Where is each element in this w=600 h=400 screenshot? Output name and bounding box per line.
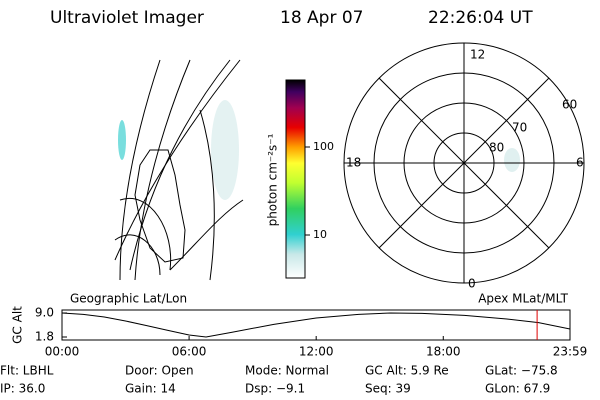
time: 22:26:04 UT bbox=[428, 8, 533, 28]
info-field: GLat: −75.8 bbox=[485, 364, 558, 378]
colorbar-tick-label: 100 bbox=[313, 140, 334, 153]
date: 18 Apr 07 bbox=[280, 8, 363, 28]
info-field: GLon: 67.9 bbox=[485, 382, 550, 396]
map-image bbox=[114, 59, 244, 281]
mlat-label: 80 bbox=[489, 141, 504, 155]
info-field: GC Alt: 5.9 Re bbox=[365, 364, 449, 378]
mlat-label: 60 bbox=[562, 98, 577, 112]
colorbar bbox=[285, 79, 306, 279]
polar-label: Apex MLat/MLT bbox=[478, 292, 568, 306]
info-field: Seq: 39 bbox=[365, 382, 411, 396]
mlt-label: 6 bbox=[576, 156, 584, 170]
x-tick-label: 00:00 bbox=[45, 345, 80, 359]
x-tick-label: 23:59 bbox=[553, 345, 588, 359]
mlt-label: 12 bbox=[470, 48, 485, 62]
y-axis-label: GC Alt bbox=[11, 306, 25, 344]
polar-grid bbox=[343, 42, 585, 284]
colorbar-label: photon cm⁻²s⁻¹ bbox=[266, 133, 280, 226]
mlt-label: 0 bbox=[468, 277, 476, 291]
info-field: Gain: 14 bbox=[125, 382, 176, 396]
colorbar-tick-label: 10 bbox=[313, 228, 327, 241]
info-field: IP: 36.0 bbox=[0, 382, 45, 396]
x-tick-label: 18:00 bbox=[426, 345, 461, 359]
plot-frame bbox=[61, 309, 571, 341]
y-tick-label: 9.0 bbox=[35, 306, 54, 320]
info-field: Door: Open bbox=[125, 364, 194, 378]
info-field: Dsp: −9.1 bbox=[245, 382, 305, 396]
mlt-label: 18 bbox=[346, 156, 361, 170]
map-label: Geographic Lat/Lon bbox=[70, 292, 187, 306]
altitude-line bbox=[61, 312, 571, 338]
info-field: Flt: LBHL bbox=[0, 364, 54, 378]
info-field: Mode: Normal bbox=[245, 364, 329, 378]
x-tick-label: 12:00 bbox=[299, 345, 334, 359]
mlat-label: 70 bbox=[512, 121, 527, 135]
x-tick-label: 06:00 bbox=[172, 345, 207, 359]
y-tick-label: 1.8 bbox=[35, 330, 54, 344]
title: Ultraviolet Imager bbox=[50, 8, 204, 28]
